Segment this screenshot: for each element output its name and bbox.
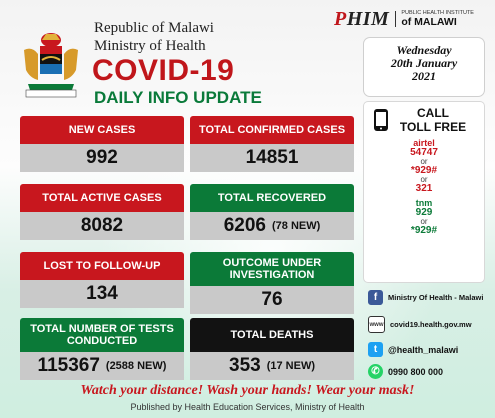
lost-followup-value: 134 bbox=[20, 280, 184, 308]
tests-value: 115367 (2588 NEW) bbox=[20, 352, 184, 380]
tnm-number-1[interactable]: 929 bbox=[415, 207, 433, 218]
total-confirmed-label: TOTAL CONFIRMED CASES bbox=[190, 116, 354, 144]
tnm-number-2[interactable]: *929# bbox=[410, 225, 438, 236]
outcome-card: OUTCOME UNDER INVESTIGATION 76 bbox=[190, 252, 354, 314]
publisher-note: Published by Health Education Services, … bbox=[130, 402, 365, 412]
outcome-label: OUTCOME UNDER INVESTIGATION bbox=[190, 252, 354, 286]
date-year: 2021 bbox=[412, 69, 436, 83]
facebook-icon: f bbox=[368, 290, 383, 305]
lost-followup-label: LOST TO FOLLOW-UP bbox=[20, 252, 184, 280]
phim-big-text: of MALAWI bbox=[401, 15, 457, 28]
header-ministry: Ministry of Health bbox=[94, 38, 206, 54]
date-day-month: 20th January bbox=[390, 56, 458, 70]
website-link[interactable]: www covid19.health.gov.mw bbox=[368, 316, 472, 333]
tests-card: TOTAL NUMBER OF TESTS CONDUCTED 115367 (2… bbox=[20, 318, 184, 380]
total-confirmed-value: 14851 bbox=[190, 144, 354, 172]
or-separator-1: or bbox=[420, 157, 428, 166]
tests-label: TOTAL NUMBER OF TESTS CONDUCTED bbox=[20, 318, 184, 352]
phone-icon bbox=[374, 109, 388, 131]
header-republic: Republic of Malawi bbox=[94, 20, 214, 36]
active-cases-value: 8082 bbox=[20, 212, 184, 240]
airtel-number-3[interactable]: 321 bbox=[415, 183, 433, 194]
recovered-value: 6206 (78 NEW) bbox=[190, 212, 354, 240]
date-box: Wednesday 20th January 2021 bbox=[364, 38, 484, 96]
tnm-label: tnm bbox=[415, 198, 433, 208]
airtel-number-1[interactable]: 54747 bbox=[410, 147, 438, 158]
deaths-value: 353 (17 NEW) bbox=[190, 352, 354, 380]
deaths-card: TOTAL DEATHS 353 (17 NEW) bbox=[190, 318, 354, 380]
recovered-new: (78 NEW) bbox=[272, 220, 321, 232]
twitter-icon: t bbox=[368, 342, 383, 357]
active-cases-label: TOTAL ACTIVE CASES bbox=[20, 184, 184, 212]
phim-small-text: PUBLIC HEALTH INSTITUTE bbox=[401, 10, 474, 16]
page-subtitle: DAILY INFO UPDATE bbox=[94, 88, 262, 107]
new-cases-label: NEW CASES bbox=[20, 116, 184, 144]
facebook-link[interactable]: f Ministry Of Health - Malawi bbox=[368, 290, 483, 305]
globe-icon: www bbox=[368, 316, 385, 333]
toll-title-call: CALL bbox=[417, 106, 449, 120]
phim-text: PUBLIC HEALTH INSTITUTE of MALAWI bbox=[395, 10, 474, 28]
phim-mark: PHIM bbox=[334, 7, 390, 30]
airtel-number-2[interactable]: *929# bbox=[410, 165, 438, 176]
outcome-value: 76 bbox=[190, 286, 354, 314]
page-title: COVID-19 bbox=[92, 54, 235, 87]
or-separator-3: or bbox=[420, 217, 428, 226]
active-cases-card: TOTAL ACTIVE CASES 8082 bbox=[20, 184, 184, 240]
deaths-new: (17 NEW) bbox=[266, 360, 315, 372]
total-confirmed-card: TOTAL CONFIRMED CASES 14851 bbox=[190, 116, 354, 172]
or-separator-2: or bbox=[420, 175, 428, 184]
tests-new: (2588 NEW) bbox=[105, 360, 167, 372]
toll-free-panel: CALL TOLL FREE airtel 54747 or *929# or … bbox=[364, 102, 484, 282]
date-weekday: Wednesday bbox=[396, 43, 452, 57]
new-cases-card: NEW CASES 992 bbox=[20, 116, 184, 172]
new-cases-value: 992 bbox=[20, 144, 184, 172]
slogan: Watch your distance! Wash your hands! We… bbox=[80, 383, 415, 398]
recovered-label: TOTAL RECOVERED bbox=[190, 184, 354, 212]
recovered-card: TOTAL RECOVERED 6206 (78 NEW) bbox=[190, 184, 354, 240]
whatsapp-icon: ✆ bbox=[368, 364, 383, 379]
twitter-link[interactable]: t @health_malawi bbox=[368, 342, 458, 357]
lost-followup-card: LOST TO FOLLOW-UP 134 bbox=[20, 252, 184, 308]
phim-logo: PHIM PUBLIC HEALTH INSTITUTE of MALAWI bbox=[334, 6, 486, 32]
airtel-label: airtel bbox=[413, 138, 435, 148]
toll-title-free: TOLL FREE bbox=[399, 120, 467, 134]
coat-of-arms-logo bbox=[24, 33, 78, 98]
whatsapp-link[interactable]: ✆ 0990 800 000 bbox=[368, 364, 443, 379]
deaths-label: TOTAL DEATHS bbox=[190, 318, 354, 352]
